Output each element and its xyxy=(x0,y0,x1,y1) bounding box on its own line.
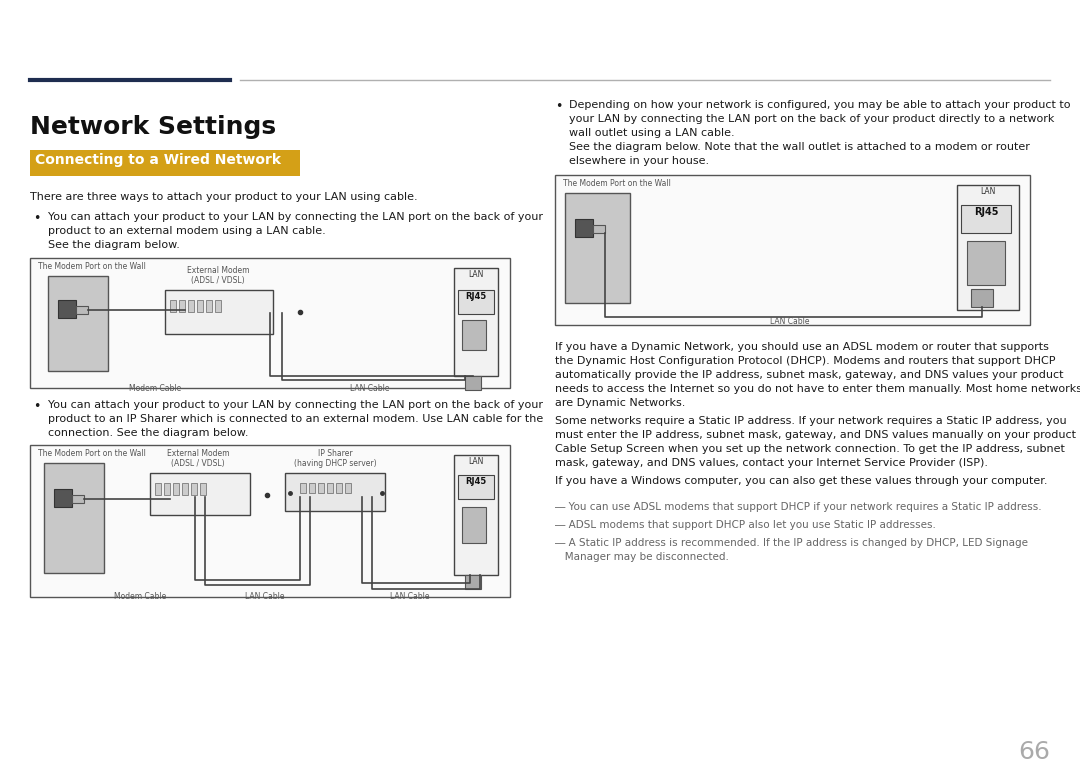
Bar xyxy=(30,150,300,176)
Text: •: • xyxy=(555,100,563,113)
Text: product to an IP Sharer which is connected to an external modem. Use LAN cable f: product to an IP Sharer which is connect… xyxy=(48,414,543,424)
Text: ― A Static IP address is recommended. If the IP address is changed by DHCP, LED : ― A Static IP address is recommended. If… xyxy=(555,538,1028,548)
Bar xyxy=(48,276,108,371)
Text: Some networks require a Static IP address. If your network requires a Static IP : Some networks require a Static IP addres… xyxy=(555,416,1067,426)
Text: •: • xyxy=(33,400,40,413)
Text: Manager may be disconnected.: Manager may be disconnected. xyxy=(555,552,729,562)
Bar xyxy=(462,507,486,543)
Bar xyxy=(465,376,481,390)
Text: RJ45: RJ45 xyxy=(465,477,487,486)
Bar xyxy=(318,483,324,493)
Bar xyxy=(336,483,342,493)
Text: Modem Cable: Modem Cable xyxy=(129,384,181,393)
Bar xyxy=(197,300,203,312)
Bar xyxy=(454,455,498,575)
Bar xyxy=(215,300,221,312)
Text: mask, gateway, and DNS values, contact your Internet Service Provider (ISP).: mask, gateway, and DNS values, contact y… xyxy=(555,458,988,468)
Bar xyxy=(164,483,170,495)
Bar xyxy=(30,258,510,388)
Text: elsewhere in your house.: elsewhere in your house. xyxy=(569,156,710,166)
Text: Network Settings: Network Settings xyxy=(30,115,276,139)
Bar xyxy=(179,300,185,312)
Text: product to an external modem using a LAN cable.: product to an external modem using a LAN… xyxy=(48,226,326,236)
Text: The Modem Port on the Wall: The Modem Port on the Wall xyxy=(563,179,671,188)
Bar xyxy=(565,193,630,303)
Text: (having DHCP server): (having DHCP server) xyxy=(294,459,376,468)
Text: There are three ways to attach your product to your LAN using cable.: There are three ways to attach your prod… xyxy=(30,192,418,202)
Bar xyxy=(555,175,1030,325)
Text: (ADSL / VDSL): (ADSL / VDSL) xyxy=(191,276,245,285)
Text: connection. See the diagram below.: connection. See the diagram below. xyxy=(48,428,248,438)
Text: RJ45: RJ45 xyxy=(465,292,487,301)
Text: Cable Setup Screen when you set up the network connection. To get the IP address: Cable Setup Screen when you set up the n… xyxy=(555,444,1065,454)
Bar xyxy=(458,475,494,499)
Bar xyxy=(76,306,87,314)
Bar xyxy=(54,489,72,507)
Text: Connecting to a Wired Network: Connecting to a Wired Network xyxy=(35,153,281,167)
Text: the Dynamic Host Configuration Protocol (DHCP). Modems and routers that support : the Dynamic Host Configuration Protocol … xyxy=(555,356,1055,366)
Bar xyxy=(165,290,273,334)
Bar xyxy=(72,495,84,503)
Text: If you have a Windows computer, you can also get these values through your compu: If you have a Windows computer, you can … xyxy=(555,476,1048,486)
Text: IP Sharer: IP Sharer xyxy=(318,449,352,458)
Text: RJ45: RJ45 xyxy=(974,207,998,217)
Bar xyxy=(327,483,333,493)
Bar xyxy=(961,205,1011,233)
Bar xyxy=(462,320,486,350)
Text: LAN Cable: LAN Cable xyxy=(350,384,390,393)
Text: needs to access the Internet so you do not have to enter them manually. Most hom: needs to access the Internet so you do n… xyxy=(555,384,1080,394)
Text: (ADSL / VDSL): (ADSL / VDSL) xyxy=(172,459,225,468)
Text: LAN Cable: LAN Cable xyxy=(390,592,430,601)
Bar xyxy=(285,473,384,511)
Text: External Modem: External Modem xyxy=(166,449,229,458)
Text: •: • xyxy=(33,212,40,225)
Bar xyxy=(593,225,605,233)
Bar xyxy=(191,483,197,495)
Bar xyxy=(183,483,188,495)
Bar xyxy=(58,300,76,318)
Text: See the diagram below. Note that the wall outlet is attached to a modem or route: See the diagram below. Note that the wal… xyxy=(569,142,1030,152)
Bar xyxy=(206,300,212,312)
Bar xyxy=(345,483,351,493)
Text: LAN: LAN xyxy=(469,457,484,466)
Text: LAN Cable: LAN Cable xyxy=(770,317,810,326)
Text: Modem Cable: Modem Cable xyxy=(113,592,166,601)
Text: The Modem Port on the Wall: The Modem Port on the Wall xyxy=(38,262,146,271)
Text: See the diagram below.: See the diagram below. xyxy=(48,240,180,250)
Text: LAN: LAN xyxy=(469,270,484,279)
Text: your LAN by connecting the LAN port on the back of your product directly to a ne: your LAN by connecting the LAN port on t… xyxy=(569,114,1054,124)
Bar xyxy=(967,241,1005,285)
Text: ― You can use ADSL modems that support DHCP if your network requires a Static IP: ― You can use ADSL modems that support D… xyxy=(555,502,1041,512)
Text: automatically provide the IP address, subnet mask, gateway, and DNS values your : automatically provide the IP address, su… xyxy=(555,370,1064,380)
Text: are Dynamic Networks.: are Dynamic Networks. xyxy=(555,398,686,408)
Bar xyxy=(150,473,249,515)
Bar xyxy=(309,483,315,493)
Bar xyxy=(465,575,481,589)
Text: 66: 66 xyxy=(1018,740,1050,763)
Bar xyxy=(200,483,206,495)
Bar xyxy=(30,445,510,597)
Bar xyxy=(575,219,593,237)
Bar xyxy=(971,289,993,307)
Text: LAN: LAN xyxy=(981,187,996,196)
Bar xyxy=(170,300,176,312)
Bar xyxy=(188,300,194,312)
Bar xyxy=(454,268,498,376)
Text: ― ADSL modems that support DHCP also let you use Static IP addresses.: ― ADSL modems that support DHCP also let… xyxy=(555,520,936,530)
Text: LAN Cable: LAN Cable xyxy=(245,592,285,601)
Text: If you have a Dynamic Network, you should use an ADSL modem or router that suppo: If you have a Dynamic Network, you shoul… xyxy=(555,342,1049,352)
Text: The Modem Port on the Wall: The Modem Port on the Wall xyxy=(38,449,146,458)
Text: Depending on how your network is configured, you may be able to attach your prod: Depending on how your network is configu… xyxy=(569,100,1070,110)
Bar xyxy=(44,463,104,573)
Bar xyxy=(458,290,494,314)
Text: wall outlet using a LAN cable.: wall outlet using a LAN cable. xyxy=(569,128,734,138)
Bar xyxy=(300,483,306,493)
Bar xyxy=(173,483,179,495)
Text: External Modem: External Modem xyxy=(187,266,249,275)
Bar xyxy=(156,483,161,495)
Text: You can attach your product to your LAN by connecting the LAN port on the back o: You can attach your product to your LAN … xyxy=(48,400,543,410)
Text: You can attach your product to your LAN by connecting the LAN port on the back o: You can attach your product to your LAN … xyxy=(48,212,543,222)
Text: must enter the IP address, subnet mask, gateway, and DNS values manually on your: must enter the IP address, subnet mask, … xyxy=(555,430,1076,440)
Bar xyxy=(957,185,1020,310)
